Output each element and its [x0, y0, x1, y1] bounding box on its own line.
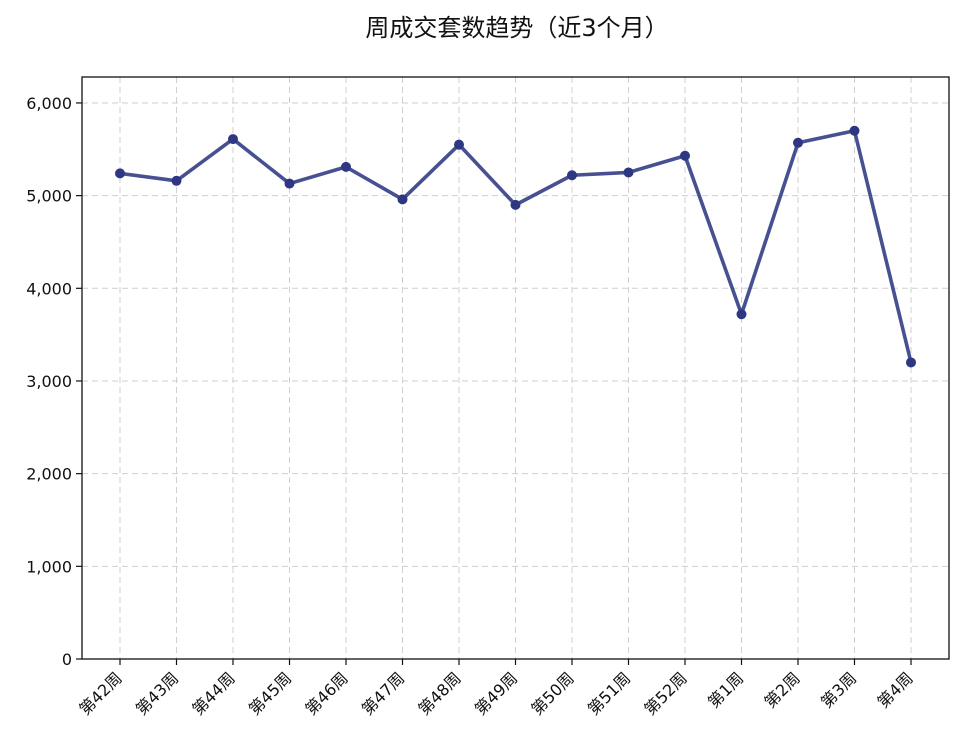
x-tick-label: 第46周 — [301, 668, 351, 718]
x-axis: 第42周 第43周 第44周 第45周 第46周 第47周 第48周 第49周 第50周 第51周… — [75, 659, 917, 719]
y-tick-label: 2,000 — [26, 465, 72, 484]
x-tick-label: 第43周 — [132, 668, 182, 718]
x-tick-label: 第45周 — [245, 668, 295, 718]
x-tick-label: 第51周 — [584, 668, 634, 718]
data-point — [228, 134, 238, 145]
y-tick-label: 0 — [62, 650, 72, 669]
y-tick-label: 4,000 — [26, 279, 72, 298]
data-point — [849, 125, 860, 136]
y-tick-label: 3,000 — [26, 372, 72, 391]
data-point — [906, 357, 916, 368]
data-point — [736, 309, 747, 320]
y-axis: 0 1,000 2,000 3,000 4,000 5,000 6,000 — [26, 94, 82, 669]
series-layer — [115, 125, 916, 368]
data-point — [454, 139, 464, 150]
data-point — [284, 178, 295, 189]
x-tick-label: 第50周 — [527, 668, 577, 718]
data-point — [341, 161, 351, 172]
data-point — [115, 168, 125, 179]
data-point — [510, 199, 521, 210]
data-point — [567, 170, 577, 181]
grid-layer — [82, 77, 949, 659]
x-tick-label: 第49周 — [471, 668, 521, 718]
data-point — [680, 150, 690, 161]
x-tick-label: 第52周 — [640, 668, 690, 718]
data-point — [793, 137, 803, 148]
y-tick-label: 1,000 — [26, 557, 72, 576]
x-tick-label: 第4周 — [874, 668, 917, 711]
data-point — [397, 194, 408, 205]
x-tick-label: 第47周 — [358, 668, 408, 718]
x-tick-label: 第48周 — [414, 668, 464, 718]
x-tick-label: 第44周 — [188, 668, 238, 718]
chart-title: 周成交套数趋势（近3个月） — [365, 14, 668, 42]
x-tick-label: 第3周 — [817, 668, 860, 711]
y-tick-label: 5,000 — [26, 187, 72, 206]
x-tick-label: 第42周 — [75, 668, 125, 718]
data-point — [623, 167, 634, 178]
x-tick-label: 第2周 — [761, 668, 804, 711]
data-point — [171, 175, 182, 186]
y-tick-label: 6,000 — [26, 94, 72, 113]
x-tick-label: 第1周 — [704, 668, 747, 711]
